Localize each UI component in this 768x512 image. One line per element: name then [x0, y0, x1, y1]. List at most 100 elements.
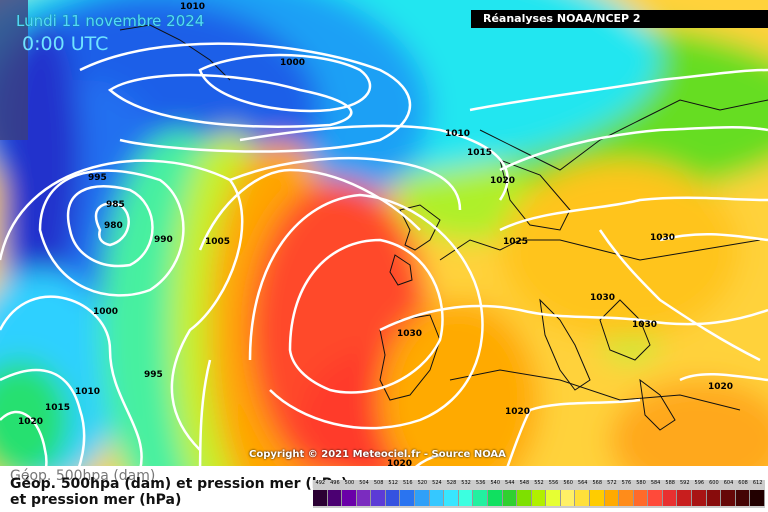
isobar-label: 1020: [18, 417, 43, 427]
colorbar-cells: [313, 490, 765, 506]
isobar-label: 995: [88, 173, 107, 183]
colorbar-cell: [619, 490, 634, 506]
colorbar-tick: 580: [636, 480, 646, 486]
colorbar-cell: [662, 490, 678, 506]
isobar-labels: 1010 1000 1010 1015 1020 995 985 980 990…: [18, 2, 733, 469]
colorbar-cell: [444, 490, 459, 506]
legend-title-shadow: Géop. 500hpa (dam): [10, 468, 156, 484]
colorbar-cell: [342, 490, 357, 506]
colorbar-tick: 576: [621, 480, 632, 486]
colorbar-cell: [721, 490, 736, 506]
colorbar-cell: [415, 490, 430, 506]
colorbar-cell: [546, 490, 561, 506]
copyright-label: Copyright © 2021 Meteociel.fr - Source N…: [249, 449, 506, 460]
colorbar-tick: 564: [577, 480, 588, 486]
colorbar-tick: 512: [388, 480, 398, 486]
legend-subtitle: et pression mer (hPa): [10, 492, 182, 508]
colorbar-cell: [648, 490, 663, 506]
colorbar-cell: [589, 490, 605, 506]
colorbar-cell: [327, 490, 343, 506]
isobar-label: 1015: [45, 403, 70, 413]
colorbar-tick: 504: [359, 480, 369, 486]
isobar-label: 1015: [467, 148, 492, 158]
colorbar-tick: 556: [548, 480, 559, 486]
colorbar-tick: 584: [650, 480, 661, 486]
isobar-label: 1000: [280, 58, 305, 68]
colorbar-cell: [735, 490, 751, 506]
colorbar-tick: 560: [563, 480, 573, 486]
colorbar-cell: [575, 490, 590, 506]
legend-title: Géop. 500hpa (dam) et pression mer (hPa): [10, 476, 348, 492]
isobar-label: 1010: [445, 129, 470, 139]
colorbar-cell: [458, 490, 474, 506]
colorbar-cell: [531, 490, 547, 506]
colorbar-cell: [400, 490, 416, 506]
colorbar-tick: 540: [490, 480, 500, 486]
colorbar-tick: 592: [679, 480, 690, 486]
colorbar-tick: 612: [752, 480, 763, 486]
colorbar-tick: 548: [519, 480, 530, 486]
colorbar-tick: 604: [723, 480, 734, 486]
colorbar-tick: 552: [534, 480, 544, 486]
colorbar-cell: [473, 490, 488, 506]
colorbar-cell: [560, 490, 576, 506]
isobar-label: 1030: [590, 293, 615, 303]
colorbar-cell: [633, 490, 649, 506]
isobar-label: 1030: [650, 233, 675, 243]
isobar-label: 1005: [205, 237, 230, 247]
isobar-label: 980: [104, 221, 123, 231]
colorbar-cell: [371, 490, 386, 506]
colorbar-tick: 572: [607, 480, 617, 486]
isobar-label: 1030: [632, 320, 657, 330]
isobar-label: 1030: [397, 329, 422, 339]
isobar-label: 1000: [93, 307, 118, 317]
date-label: Lundi 11 novembre 2024: [16, 12, 205, 30]
colorbar-tick: 596: [694, 480, 705, 486]
colorbar-cell: [706, 490, 722, 506]
colorbar-cell: [429, 490, 445, 506]
colorbar-tick: 520: [417, 480, 428, 486]
colorbar-tick: 492: [315, 480, 326, 486]
isobar-label: 1020: [387, 459, 412, 469]
colorbar-tick: 528: [446, 480, 457, 486]
time-label: 0:00 UTC: [22, 33, 109, 55]
colorbar-tick: 588: [665, 480, 675, 486]
land-mask-greenland: [0, 0, 28, 140]
colorbar-tick: 608: [738, 480, 748, 486]
isobar-label: 1020: [505, 407, 530, 417]
colorbar-tick: 600: [709, 480, 719, 486]
colorbar-tick: 532: [461, 480, 471, 486]
isobar-label: 985: [106, 200, 125, 210]
colorbar-ticks: 492 496 500 504 508 512 516 520 524 528 532 536 540 5…: [313, 480, 765, 490]
colorbar-tick: 516: [402, 480, 413, 486]
weather-map: 1010 1000 1010 1015 1020 995 985 980 990…: [0, 0, 768, 488]
colorbar-cell: [385, 490, 401, 506]
isobars: [0, 42, 768, 488]
colorbar-tick: 508: [373, 480, 384, 486]
colorbar-cell: [313, 490, 328, 506]
colorbar-cell: [502, 490, 518, 506]
colorbar-cell: [356, 490, 372, 506]
isobar-label: 995: [144, 370, 163, 380]
colorbar: 492 496 500 504 508 512 516 520 524 528 532 536 540 5…: [313, 480, 765, 508]
colorbar-tick: 500: [344, 480, 355, 486]
isobar-label: 1020: [490, 176, 515, 186]
source-label: Réanalyses NOAA/NCEP 2: [471, 10, 768, 28]
isobar-label: 1010: [180, 2, 205, 12]
colorbar-cell: [677, 490, 693, 506]
colorbar-cell: [487, 490, 503, 506]
colorbar-cell: [750, 490, 765, 506]
colorbar-cell: [692, 490, 707, 506]
isobar-label: 1020: [708, 382, 733, 392]
colorbar-cell: [517, 490, 532, 506]
colorbar-tick: 536: [475, 480, 486, 486]
colorbar-tick: 524: [432, 480, 442, 486]
colorbar-tick: 496: [330, 480, 340, 486]
isobar-label: 1025: [503, 237, 528, 247]
geopotential-field: [0, 0, 768, 488]
colorbar-tick: 568: [592, 480, 603, 486]
colorbar-tick: 544: [505, 480, 515, 486]
coastlines: [119, 24, 768, 431]
isobar-label: 1010: [75, 387, 100, 397]
isobar-label: 990: [154, 235, 173, 245]
